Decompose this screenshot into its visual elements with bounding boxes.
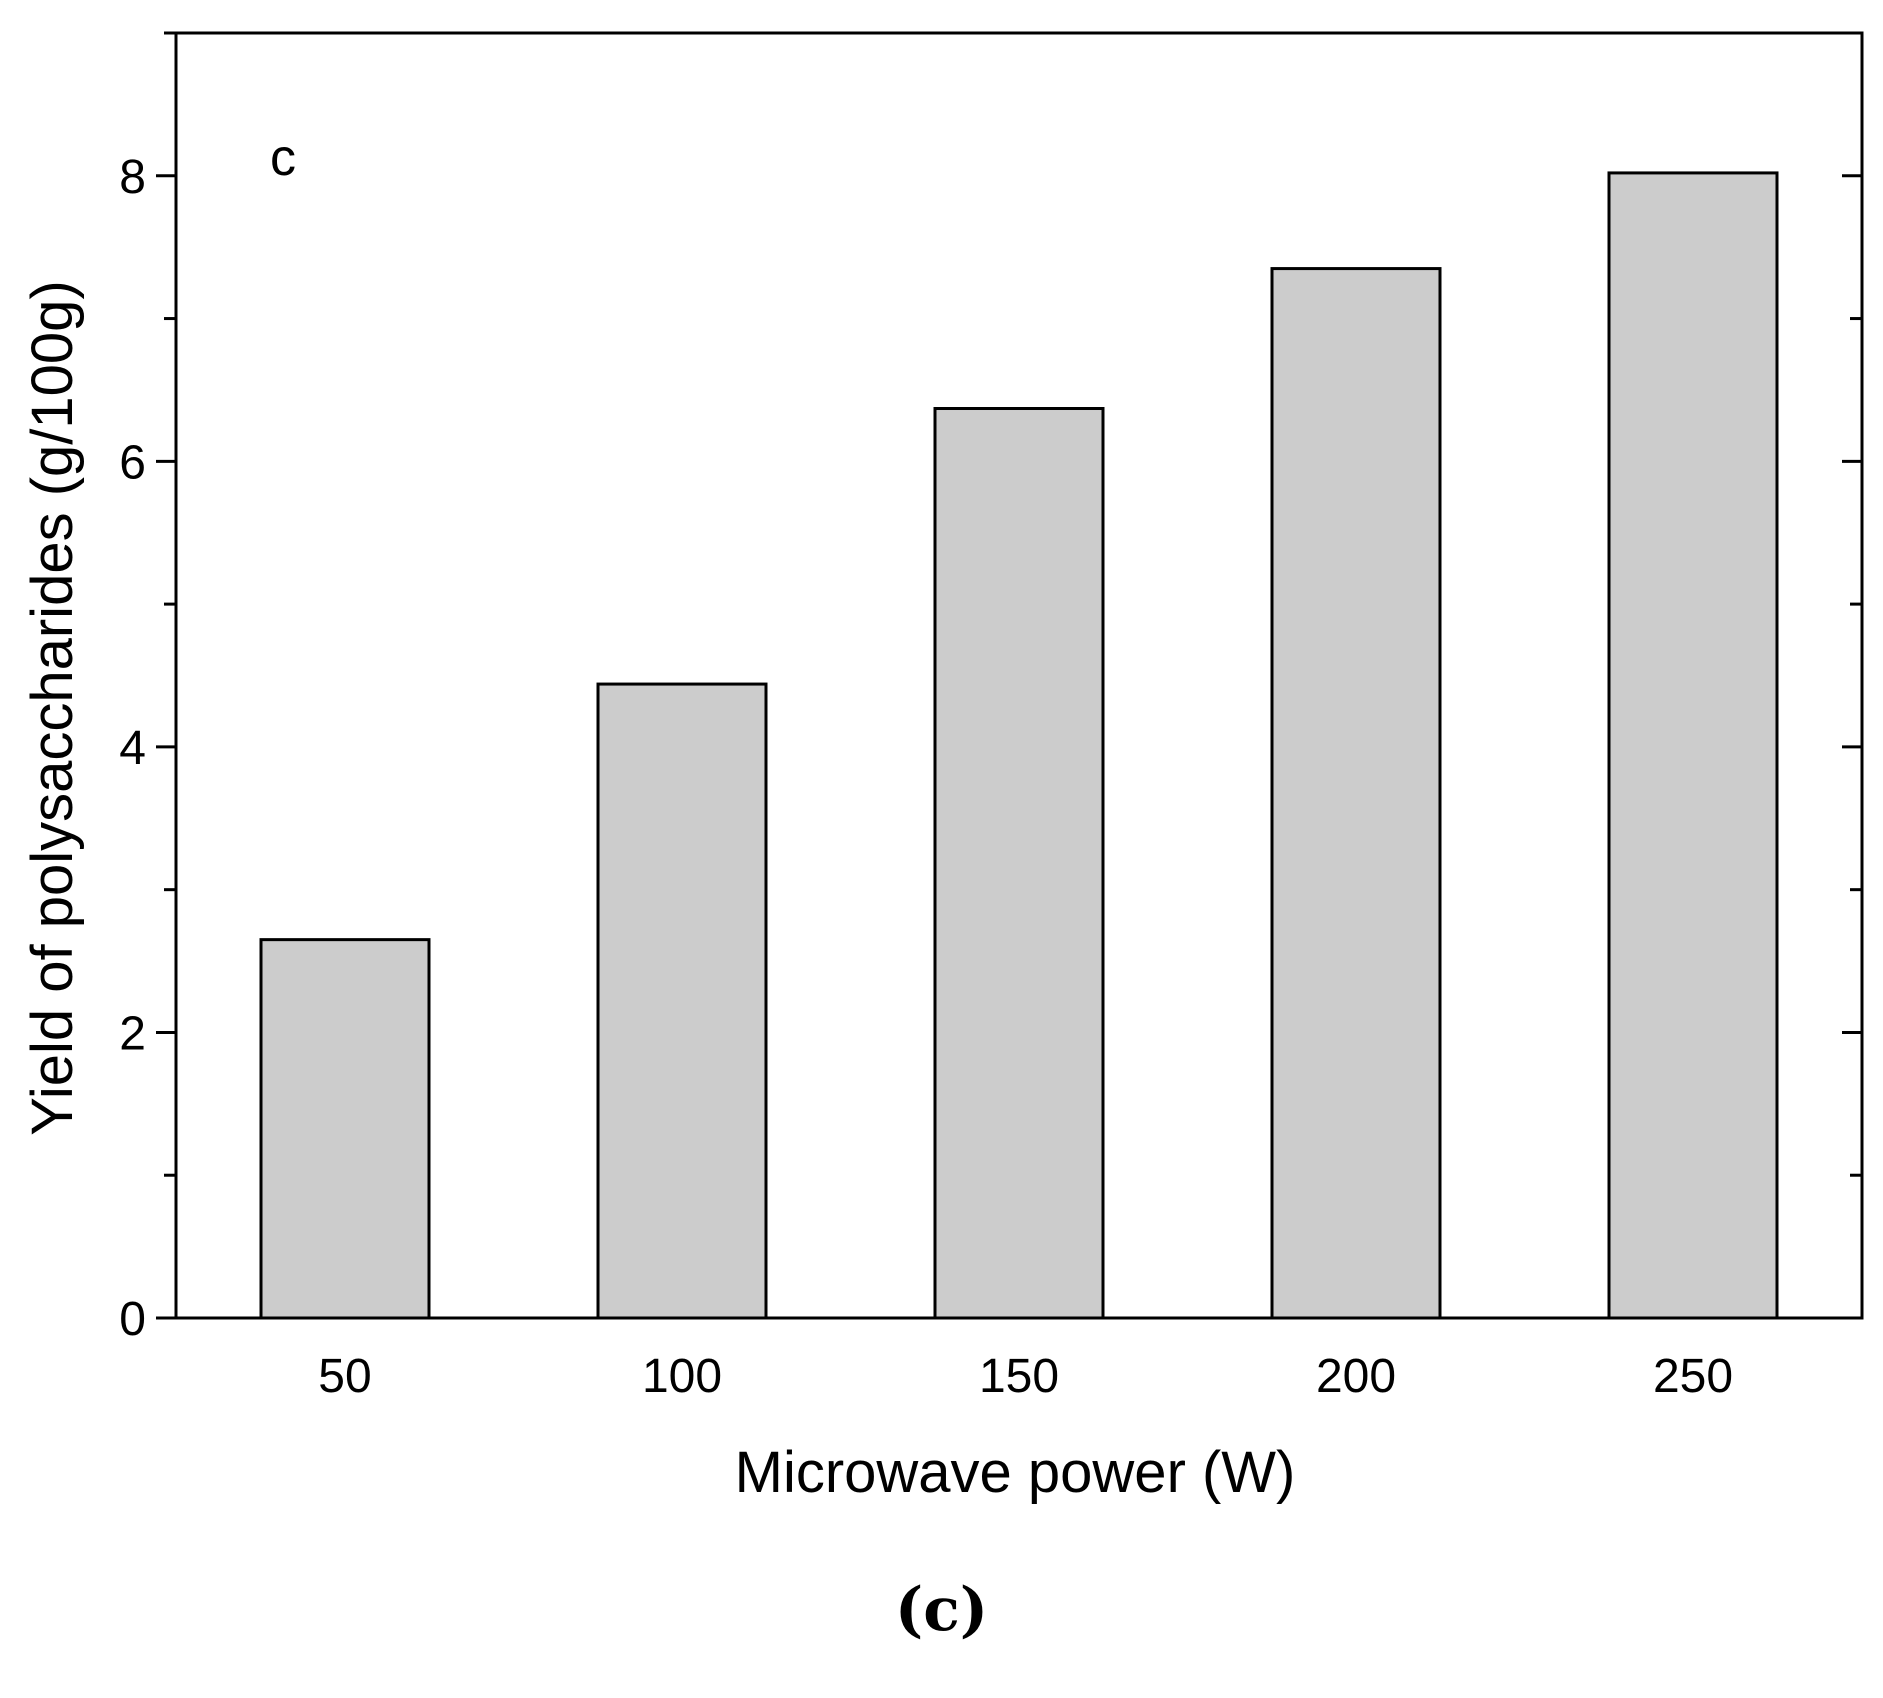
x-tick-label: 100 [642, 1350, 722, 1403]
y-tick-label: 2 [119, 1007, 146, 1060]
bar-250 [1607, 171, 1779, 1320]
bars-layer [259, 171, 1779, 1320]
x-tick-label: 150 [979, 1350, 1059, 1403]
x-tick-label: 250 [1653, 1350, 1733, 1403]
bar-150 [933, 407, 1105, 1320]
y-tick-label: 8 [119, 151, 146, 204]
x-axis-label: Microwave power (W) [735, 1440, 1296, 1505]
y-axis-label: Yield of polysaccharides (g/100g) [20, 280, 85, 1135]
axes-layer: 0 2 4 6 8 50 100 150 200 250 [119, 31, 1864, 1403]
x-tick-label: 200 [1316, 1350, 1396, 1403]
plot-frame [174, 31, 1864, 1320]
y-tick-label: 4 [119, 722, 146, 775]
figure-caption: (c) [894, 1575, 989, 1645]
panel-label: c [270, 129, 296, 187]
bar-100 [596, 682, 768, 1320]
y-tick-label: 6 [119, 436, 146, 489]
y-tick-label: 0 [119, 1293, 146, 1346]
bar-200 [1270, 267, 1442, 1320]
x-tick-label: 50 [318, 1350, 371, 1403]
bar-50 [259, 938, 431, 1320]
